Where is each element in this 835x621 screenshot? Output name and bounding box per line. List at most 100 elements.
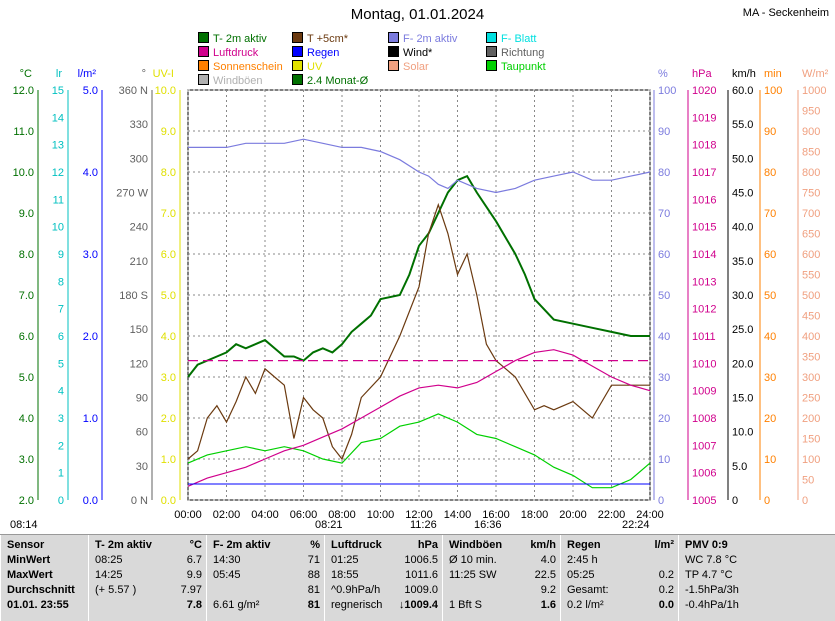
stats-time: 08:25 — [95, 554, 123, 566]
stats-value: 1011.6 — [405, 569, 438, 581]
stats-value: 0.2 — [658, 584, 674, 596]
x-tick-label: 02:00 — [213, 509, 241, 521]
legend-entry: T +5cm* — [292, 32, 348, 45]
legend-label: Luftdruck — [213, 47, 259, 59]
right-axis-tick: 900 — [802, 126, 820, 138]
right-axis-tick: 45.0 — [732, 188, 753, 200]
x-tick-label: 12:00 — [405, 509, 433, 521]
right-axis-tick: 0 — [802, 495, 808, 507]
right-axis-tick: 1005 — [692, 495, 716, 507]
right-axis-tick: 400 — [802, 331, 820, 343]
legend-swatch — [388, 32, 399, 43]
left-axis-tick: 8.0 — [161, 167, 176, 179]
stats-wind-col: Windböen km/h Ø 10 min. 4.0 11:25 SW 22.5 9… — [442, 535, 560, 621]
right-axis-tick: 80 — [764, 167, 776, 179]
legend-entry: Luftdruck — [198, 46, 258, 59]
right-axis-tick: 70 — [658, 208, 670, 220]
x-tick-label: 00:00 — [174, 509, 202, 521]
x-tick-label: 22:00 — [598, 509, 626, 521]
legend-swatch — [388, 60, 399, 71]
legend-label: T +5cm* — [307, 33, 349, 45]
stats-value: 88 — [307, 569, 320, 581]
stats-time: 14:30 — [213, 554, 241, 566]
legend-label: Windböen — [213, 75, 263, 87]
left-axis-tick: 360 N — [119, 85, 148, 97]
left-axis-tick: 0.0 — [83, 495, 98, 507]
right-axis-tick: 100 — [658, 85, 676, 97]
series-line — [188, 138, 651, 194]
left-axis-tick: 15 — [52, 85, 64, 97]
right-axis-tick: 60 — [658, 249, 670, 261]
stats-value: -0.4hPa/1h — [685, 599, 739, 611]
right-axis-tick: 100 — [764, 85, 782, 97]
left-axis-tick: 3 — [58, 413, 64, 425]
left-axis-tick: 300 — [130, 153, 148, 165]
stats-value: 0.0 — [658, 599, 674, 611]
right-axis-tick: 350 — [802, 352, 820, 364]
stats-panel: Sensor MinWert MaxWert Durchschnitt 01.0… — [0, 534, 835, 621]
right-axis-tick: 35.0 — [732, 256, 753, 268]
stats-time: 2:45 h — [567, 554, 598, 566]
sunrise-time: 08:14 — [10, 519, 38, 531]
series-line — [187, 349, 651, 487]
stats-value: 1.6 — [540, 599, 556, 611]
stats-header: PMV 0:9 — [685, 539, 728, 551]
legend-swatch — [198, 74, 209, 85]
stats-time: Gesamt: — [567, 584, 609, 596]
legend-swatch — [486, 32, 497, 43]
noon-time: 11:26 — [410, 519, 437, 531]
left-axis-tick: 6.0 — [19, 331, 34, 343]
stats-label: 01.01. 23:55 — [7, 599, 69, 611]
right-axis-unit: min — [764, 68, 782, 80]
stats-value: 22.5 — [534, 569, 556, 581]
legend-label: Wind* — [403, 47, 433, 59]
stats-time: 14:25 — [95, 569, 123, 581]
left-axis-tick: 4.0 — [161, 331, 176, 343]
left-axis-tick: 60 — [136, 427, 148, 439]
stats-label: MaxWert — [7, 569, 53, 581]
right-axis-tick: 20.0 — [732, 358, 753, 370]
stats-time: 05:25 — [567, 569, 595, 581]
right-axis-tick: 1017 — [692, 167, 716, 179]
left-axis-tick: 11 — [53, 194, 64, 206]
stats-value: 1006.5 — [404, 554, 438, 566]
left-axis-tick: 150 — [130, 324, 148, 336]
right-axis-tick: 10 — [764, 454, 776, 466]
stats-hum-col: F- 2m aktiv% 14:30 71 05:45 88 81 6.61 g/m… — [206, 535, 324, 621]
legend-swatch — [388, 46, 399, 57]
stats-sensor-col: Sensor MinWert MaxWert Durchschnitt 01.0… — [0, 535, 88, 621]
right-axis-tick: 750 — [802, 188, 820, 200]
stats-time: 0.2 l/m² — [567, 599, 604, 611]
right-axis-tick: 1013 — [692, 276, 716, 288]
left-axis-tick: 5.0 — [19, 372, 34, 384]
left-axis-tick: 12.0 — [13, 85, 34, 97]
right-axis-tick: 55.0 — [732, 119, 753, 131]
left-axis-tick: 0 N — [131, 495, 148, 507]
legend-entry: F- 2m aktiv — [388, 32, 457, 45]
x-tick-label: 06:00 — [290, 509, 318, 521]
right-axis-tick: 600 — [802, 249, 820, 261]
stats-value: -1.5hPa/3h — [685, 584, 739, 596]
legend-entry: Taupunkt — [486, 60, 546, 73]
moon-time: 22:24 — [622, 519, 650, 531]
legend-label: F- 2m aktiv — [403, 33, 458, 45]
x-tick-label: 20:00 — [559, 509, 587, 521]
stats-time: regnerisch — [331, 599, 383, 611]
stats-value: 81 — [307, 599, 320, 611]
left-axis-unit: lr — [56, 68, 62, 80]
stats-header: T- 2m aktiv — [95, 539, 152, 551]
legend-swatch — [292, 32, 303, 43]
right-axis-tick: 30 — [658, 372, 670, 384]
stats-value: TP 4.7 °C — [685, 569, 733, 581]
legend-entry: Solar — [388, 60, 429, 73]
stats-value: 81 — [307, 584, 320, 596]
left-axis-unit: ° — [142, 68, 146, 80]
legend-entry: F- Blatt — [486, 32, 536, 45]
stats-unit: km/h — [530, 539, 556, 551]
right-axis-tick: 0 — [764, 495, 770, 507]
right-axis-tick: 40.0 — [732, 222, 753, 234]
left-axis-tick: 10.0 — [155, 85, 176, 97]
x-tick-label: 16:00 — [482, 509, 510, 521]
left-axis-unit: °C — [20, 68, 32, 80]
left-axis-tick: 180 S — [119, 290, 148, 302]
